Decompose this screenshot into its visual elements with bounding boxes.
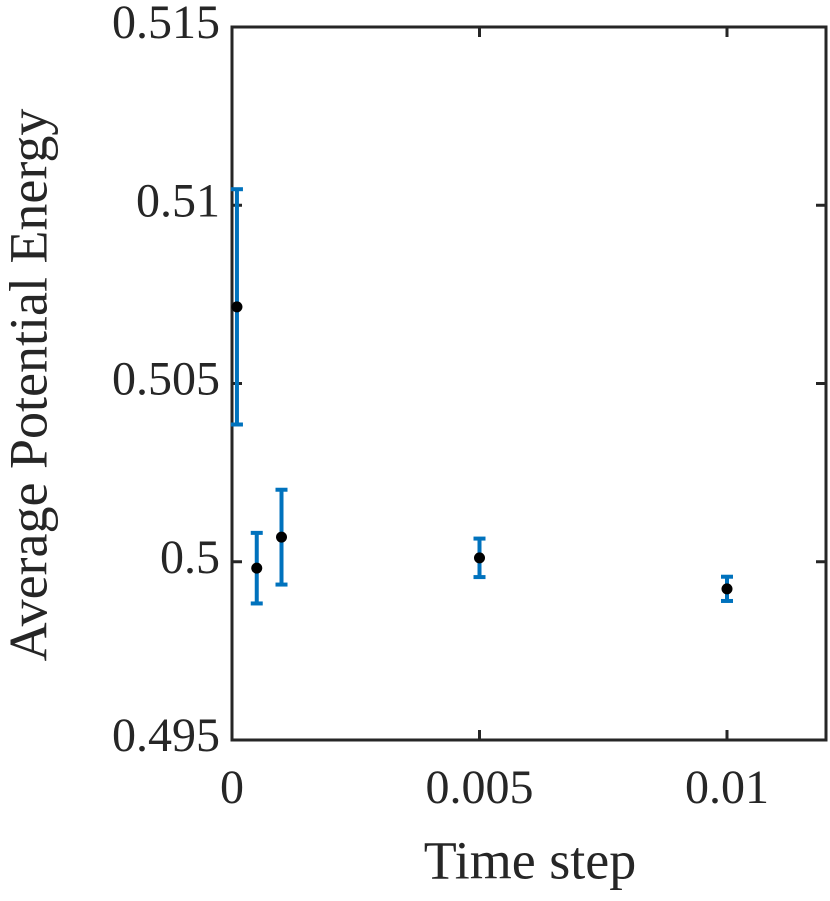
plot-area	[230, 25, 828, 742]
y-tick-label: 0.495	[112, 709, 220, 762]
x-tick-label: 0	[220, 761, 244, 814]
point	[251, 562, 263, 574]
y-tick-label: 0.51	[136, 174, 220, 227]
x-axis-label: Time step	[424, 830, 637, 890]
point	[276, 531, 287, 543]
x-tick-label: 0.005	[426, 761, 534, 814]
point	[231, 301, 243, 313]
y-axis-label: Average Potential Energy	[0, 109, 58, 662]
x-tick-label: 0.01	[685, 761, 769, 814]
point	[721, 583, 733, 595]
y-tick-label: 0.505	[112, 353, 220, 406]
y-tick-label: 0.5	[160, 531, 220, 584]
point	[474, 552, 485, 564]
y-tick-label: 0.515	[112, 0, 220, 49]
